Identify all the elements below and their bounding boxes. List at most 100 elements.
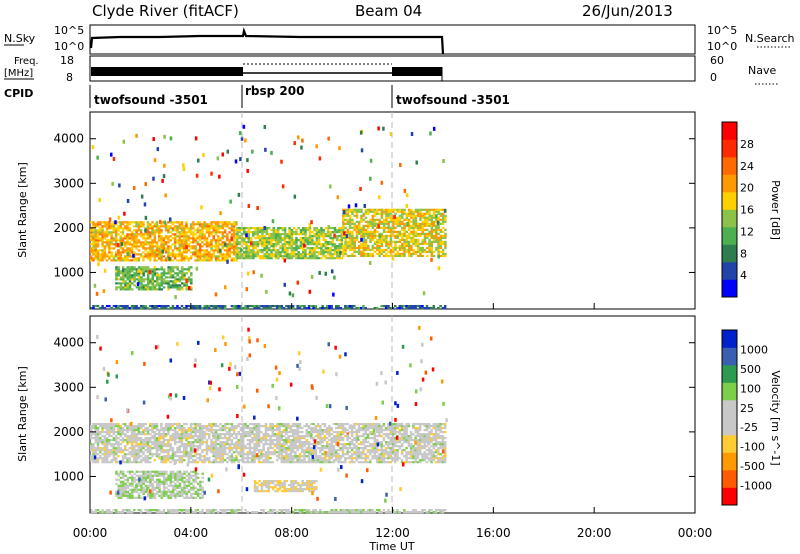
data-cell bbox=[332, 455, 336, 458]
data-cell bbox=[205, 231, 209, 234]
data-cell bbox=[146, 235, 150, 238]
data-cell bbox=[380, 250, 384, 254]
data-cell bbox=[223, 235, 227, 238]
data-cell bbox=[282, 445, 286, 448]
data-cell bbox=[398, 244, 402, 248]
data-cell bbox=[296, 280, 300, 285]
data-cell bbox=[160, 282, 164, 285]
data-cell bbox=[217, 251, 220, 254]
data-cell bbox=[269, 443, 272, 446]
data-cell bbox=[152, 137, 155, 142]
data-cell bbox=[291, 451, 295, 454]
data-cell bbox=[153, 459, 156, 462]
data-cell bbox=[380, 216, 384, 219]
data-cell bbox=[338, 239, 341, 242]
data-cell bbox=[162, 306, 166, 310]
data-cell bbox=[263, 243, 266, 246]
data-cell bbox=[286, 233, 289, 236]
data-cell bbox=[355, 238, 359, 242]
data-cell bbox=[292, 243, 296, 246]
data-cell bbox=[212, 461, 215, 464]
data-cell bbox=[339, 426, 343, 430]
data-cell bbox=[155, 243, 159, 246]
data-cell bbox=[246, 168, 249, 173]
data-cell bbox=[171, 251, 175, 254]
data-cell bbox=[258, 249, 262, 252]
data-cell bbox=[405, 234, 409, 237]
data-cell bbox=[325, 461, 329, 464]
data-cell bbox=[330, 306, 333, 310]
data-cell bbox=[246, 453, 250, 456]
data-cell bbox=[183, 453, 186, 456]
data-cell bbox=[242, 424, 245, 428]
data-cell bbox=[169, 231, 172, 234]
data-cell bbox=[108, 255, 111, 258]
data-cell bbox=[312, 428, 315, 432]
data-cell bbox=[316, 422, 320, 426]
data-cell bbox=[139, 441, 143, 444]
data-cell bbox=[323, 430, 327, 434]
data-cell bbox=[128, 253, 132, 256]
data-cell bbox=[327, 225, 330, 230]
data-cell bbox=[444, 214, 447, 217]
data-cell bbox=[306, 228, 310, 232]
data-cell bbox=[101, 233, 104, 236]
data-cell bbox=[151, 286, 154, 289]
data-cell bbox=[441, 234, 445, 237]
data-cell bbox=[133, 304, 136, 308]
data-cell bbox=[373, 232, 377, 235]
data-cell bbox=[239, 441, 243, 444]
data-cell bbox=[335, 435, 338, 438]
data-cell bbox=[296, 135, 300, 140]
data-cell bbox=[205, 441, 209, 444]
data-cell bbox=[131, 276, 134, 279]
data-cell bbox=[180, 439, 184, 442]
data-cell bbox=[214, 443, 218, 446]
data-cell bbox=[105, 432, 109, 436]
data-cell bbox=[391, 246, 395, 250]
data-cell bbox=[355, 224, 359, 227]
data-cell bbox=[403, 254, 406, 258]
freq-trace-seg1 bbox=[91, 67, 243, 76]
data-cell bbox=[419, 228, 422, 231]
data-cell bbox=[369, 461, 372, 464]
data-cell bbox=[126, 270, 130, 273]
data-cell bbox=[412, 218, 415, 221]
data-cell bbox=[279, 241, 282, 244]
data-cell bbox=[435, 214, 438, 219]
data-cell bbox=[117, 221, 120, 224]
data-cell bbox=[162, 443, 166, 446]
data-cell bbox=[153, 229, 156, 232]
data-cell bbox=[164, 227, 168, 230]
data-cell bbox=[258, 257, 262, 260]
data-cell bbox=[126, 457, 129, 460]
data-cell bbox=[94, 237, 98, 240]
data-cell bbox=[436, 220, 440, 225]
data-cell bbox=[214, 257, 218, 260]
data-cell bbox=[439, 240, 443, 244]
data-cell bbox=[254, 245, 257, 248]
data-cell bbox=[362, 428, 365, 432]
data-cell bbox=[117, 306, 120, 310]
data-cell bbox=[176, 286, 179, 289]
data-cell bbox=[126, 461, 129, 464]
data-cell bbox=[287, 426, 290, 430]
data-cell bbox=[171, 459, 175, 462]
data-cell bbox=[117, 266, 120, 269]
data-cell bbox=[212, 428, 215, 432]
data-cell bbox=[329, 253, 332, 256]
data-cell bbox=[320, 243, 323, 246]
data-cell bbox=[198, 457, 202, 460]
data-cell bbox=[119, 428, 122, 432]
data-cell bbox=[437, 248, 440, 252]
data-cell bbox=[308, 226, 312, 230]
data-cell bbox=[416, 246, 420, 250]
data-cell bbox=[117, 437, 120, 440]
data-cell bbox=[203, 459, 206, 462]
data-cell bbox=[304, 231, 307, 234]
data-cell bbox=[117, 451, 120, 454]
data-cell bbox=[376, 224, 379, 227]
data-cell bbox=[232, 304, 236, 308]
data-cell bbox=[367, 252, 370, 256]
data-cell bbox=[180, 437, 184, 440]
